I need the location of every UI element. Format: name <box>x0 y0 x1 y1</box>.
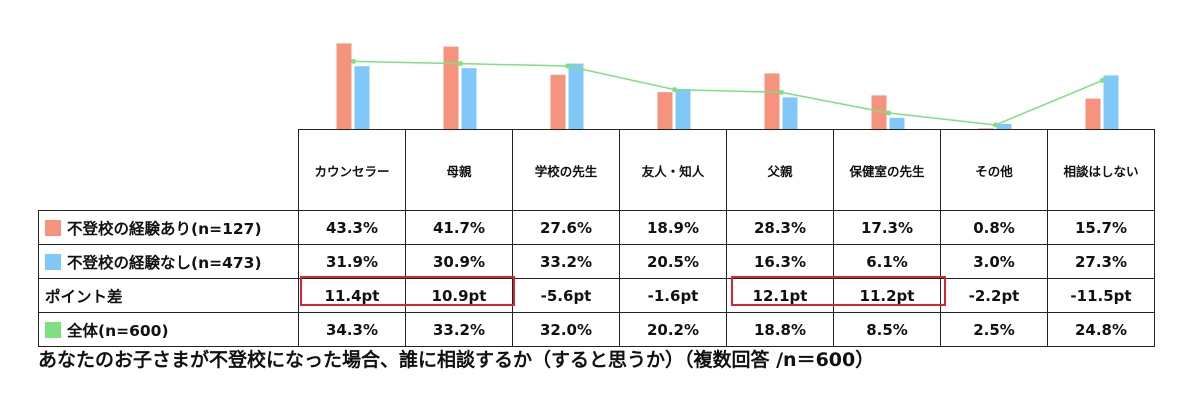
table-cell: 3.0% <box>940 244 1048 279</box>
table-cell: -2.2pt <box>940 278 1048 313</box>
table-cell: 27.3% <box>1047 244 1155 279</box>
table-cell: 20.5% <box>619 244 727 279</box>
table-cell: -1.6pt <box>619 278 727 313</box>
table-cell: 20.2% <box>619 312 727 347</box>
table-cell: -5.6pt <box>512 278 620 313</box>
bar-not-experienced <box>996 124 1012 130</box>
point-total <box>672 87 677 93</box>
table-cell: 12.1pt <box>726 278 834 313</box>
table-cell: 17.3% <box>833 210 941 245</box>
table-cell: 0.8% <box>940 210 1048 245</box>
bar-experienced <box>443 46 459 130</box>
bar-experienced <box>1085 98 1101 130</box>
point-total <box>1100 77 1105 83</box>
table-cell: 2.5% <box>940 312 1048 347</box>
table-row-experienced: 不登校の経験あり(n=127) 43.3% 41.7% 27.6% 18.9% … <box>38 210 1155 245</box>
table-cell: 11.4pt <box>298 278 406 313</box>
legend-swatch-total <box>45 321 61 338</box>
table-cell: 33.2% <box>512 244 620 279</box>
row-label: 不登校の経験あり(n=127) <box>38 210 299 245</box>
chart-title: あなたのお子さまが不登校になった場合、誰に相談するか（すると思うか）（複数回答 … <box>38 349 875 371</box>
table-cell: 30.9% <box>405 244 513 279</box>
table-row-total: 全体(n=600) 34.3% 33.2% 32.0% 20.2% 18.8% … <box>38 312 1155 347</box>
point-total <box>351 58 356 64</box>
table-cell: 43.3% <box>298 210 406 245</box>
col-header: 母親 <box>405 129 513 211</box>
point-total <box>779 89 784 95</box>
table-cell: 27.6% <box>512 210 620 245</box>
row-label: ポイント差 <box>38 278 299 313</box>
table-cell: 15.7% <box>1047 210 1155 245</box>
series-name: 不登校の経験あり(n=127) <box>67 219 262 238</box>
table-cell: 11.2pt <box>833 278 941 313</box>
bar-experienced <box>657 92 673 130</box>
table-row-point-diff: ポイント差 11.4pt 10.9pt -5.6pt -1.6pt 12.1pt… <box>38 278 1155 313</box>
point-total <box>458 61 463 67</box>
data-table: カウンセラー 母親 学校の先生 友人・知人 父親 保健室の先生 その他 相談はし… <box>38 129 1155 347</box>
bar-not-experienced <box>461 68 477 130</box>
table-cell: 6.1% <box>833 244 941 279</box>
col-header: 学校の先生 <box>512 129 620 211</box>
legend-swatch-not-experienced <box>45 253 61 270</box>
table-row-not-experienced: 不登校の経験なし(n=473) 31.9% 30.9% 33.2% 20.5% … <box>38 244 1155 279</box>
bar-not-experienced <box>889 117 905 130</box>
table-cell: 18.8% <box>726 312 834 347</box>
col-header: カウンセラー <box>298 129 406 211</box>
table-cell: 34.3% <box>298 312 406 347</box>
col-header: 友人・知人 <box>619 129 727 211</box>
col-header: 相談はしない <box>1047 129 1155 211</box>
point-total <box>565 63 570 69</box>
row-label: 不登校の経験なし(n=473) <box>38 244 299 279</box>
bar-not-experienced <box>782 97 798 130</box>
col-header: その他 <box>940 129 1048 211</box>
table-header-row: カウンセラー 母親 学校の先生 友人・知人 父親 保健室の先生 その他 相談はし… <box>38 129 1155 211</box>
bar-not-experienced <box>354 66 370 130</box>
table-cell: 10.9pt <box>405 278 513 313</box>
table-cell: 16.3% <box>726 244 834 279</box>
point-total <box>886 110 891 116</box>
line-total <box>353 60 1103 126</box>
legend-swatch-experienced <box>45 219 61 236</box>
row-label: 全体(n=600) <box>38 312 299 347</box>
bar-experienced <box>871 95 887 130</box>
bar-experienced <box>764 73 780 130</box>
point-total <box>993 122 998 128</box>
table-cell: 41.7% <box>405 210 513 245</box>
table-corner <box>38 129 299 211</box>
bar-experienced <box>550 74 566 130</box>
bar-not-experienced <box>568 63 584 130</box>
table-cell: 8.5% <box>833 312 941 347</box>
table-cell: 31.9% <box>298 244 406 279</box>
bar-not-experienced <box>1103 75 1119 130</box>
bar-not-experienced <box>675 89 691 130</box>
series-name: 不登校の経験なし(n=473) <box>67 253 262 272</box>
table-cell: 24.8% <box>1047 312 1155 347</box>
col-header: 保健室の先生 <box>833 129 941 211</box>
table-cell: 18.9% <box>619 210 727 245</box>
series-name: 全体(n=600) <box>67 321 169 340</box>
bar-experienced <box>336 43 352 130</box>
table-cell: 33.2% <box>405 312 513 347</box>
table-cell: 28.3% <box>726 210 834 245</box>
table-cell: 32.0% <box>512 312 620 347</box>
col-header: 父親 <box>726 129 834 211</box>
table-cell: -11.5pt <box>1047 278 1155 313</box>
